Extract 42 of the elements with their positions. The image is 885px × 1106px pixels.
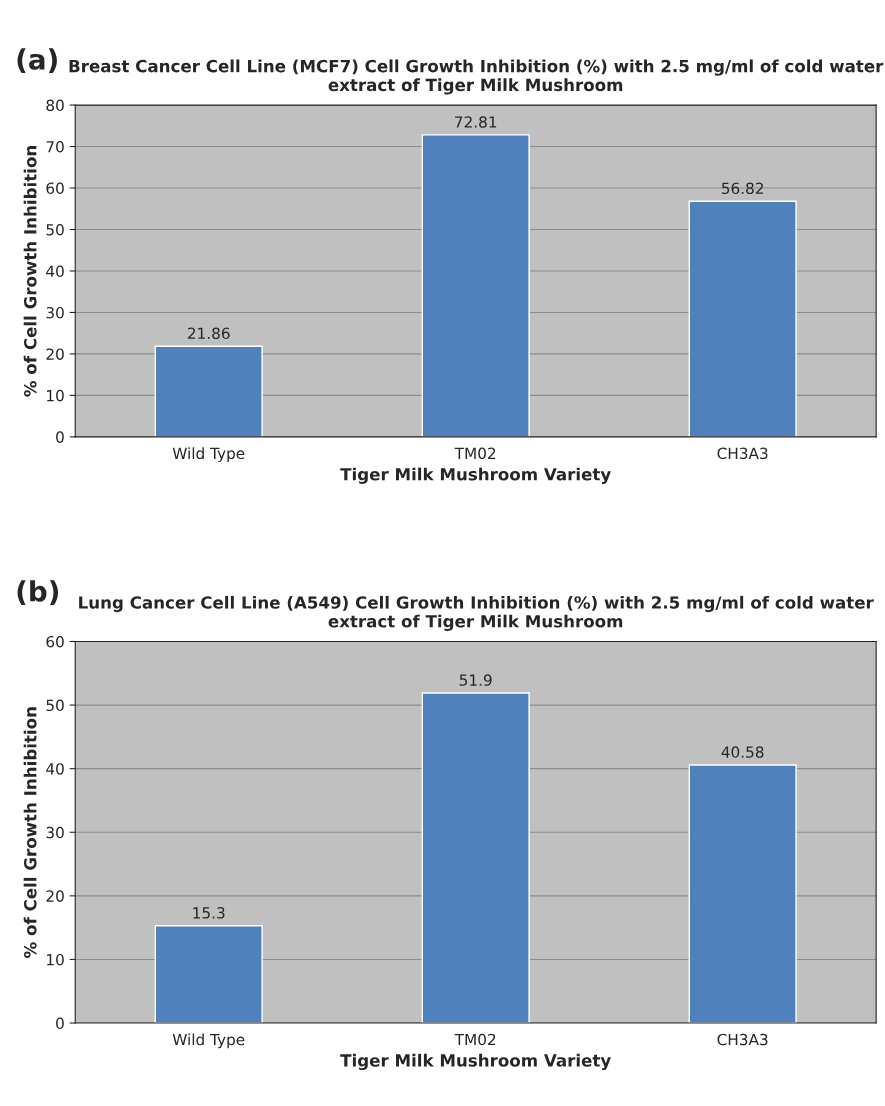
bar	[421, 692, 530, 1024]
y-axis-title: % of Cell Growth Inhibition	[23, 707, 37, 958]
y-tick-label: 0	[56, 1017, 64, 1030]
chart-title: Lung Cancer Cell Line (A549) Cell Growth Inhibition (%) with 2.5 mg/ml of cold water extract of Tiger Milk Mushroom	[79, 595, 874, 631]
y-tick-label: 60	[46, 182, 64, 195]
data-label: 51.9	[459, 674, 492, 686]
y-tick-label: 50	[46, 223, 64, 236]
bar	[154, 345, 263, 437]
x-tick-label: Wild Type	[172, 1033, 245, 1049]
data-label: 72.81	[455, 116, 497, 128]
x-tick-label: Wild Type	[172, 447, 245, 463]
bar	[688, 764, 797, 1024]
y-tick-label: 0	[56, 431, 64, 443]
data-label: 15.3	[193, 907, 225, 919]
y-tick-label: 10	[47, 389, 64, 402]
text: (b)	[17, 580, 59, 606]
y-tick-label: 40	[46, 265, 64, 277]
x-axis-title: Tiger Milk Mushroom Variety	[340, 467, 611, 484]
y-axis-title: % of Cell Growth Inhibition	[23, 146, 37, 397]
y-tick-label: 30	[46, 826, 64, 839]
y-tick-label: 30	[46, 306, 64, 319]
x-tick-label: CH3A3	[717, 1033, 768, 1046]
bar	[154, 925, 263, 1024]
y-tick-label: 20	[46, 890, 64, 902]
y-tick-label: 80	[46, 99, 64, 112]
bar	[688, 200, 797, 437]
y-tick-label: 10	[47, 953, 64, 966]
chart-title: Breast Cancer Cell Line (MCF7) Cell Growth Inhibition (%) with 2.5 mg/ml of cold water extract of Tiger Milk Mushroom	[69, 59, 884, 95]
bar	[421, 134, 530, 437]
data-label: 40.58	[721, 746, 764, 758]
text: (a)	[17, 48, 57, 74]
data-label: 21.86	[187, 327, 230, 340]
y-tick-label: 70	[46, 141, 64, 153]
data-label: 56.82	[721, 182, 763, 195]
y-tick-label: 60	[46, 635, 64, 648]
x-tick-label: TM02	[454, 447, 496, 460]
x-tick-label: CH3A3	[717, 447, 768, 460]
x-axis-title: Tiger Milk Mushroom Variety	[340, 1053, 611, 1071]
x-tick-label: TM02	[454, 1033, 496, 1046]
y-tick-label: 50	[46, 699, 64, 712]
y-tick-label: 20	[46, 348, 64, 360]
y-tick-label: 40	[46, 763, 64, 775]
